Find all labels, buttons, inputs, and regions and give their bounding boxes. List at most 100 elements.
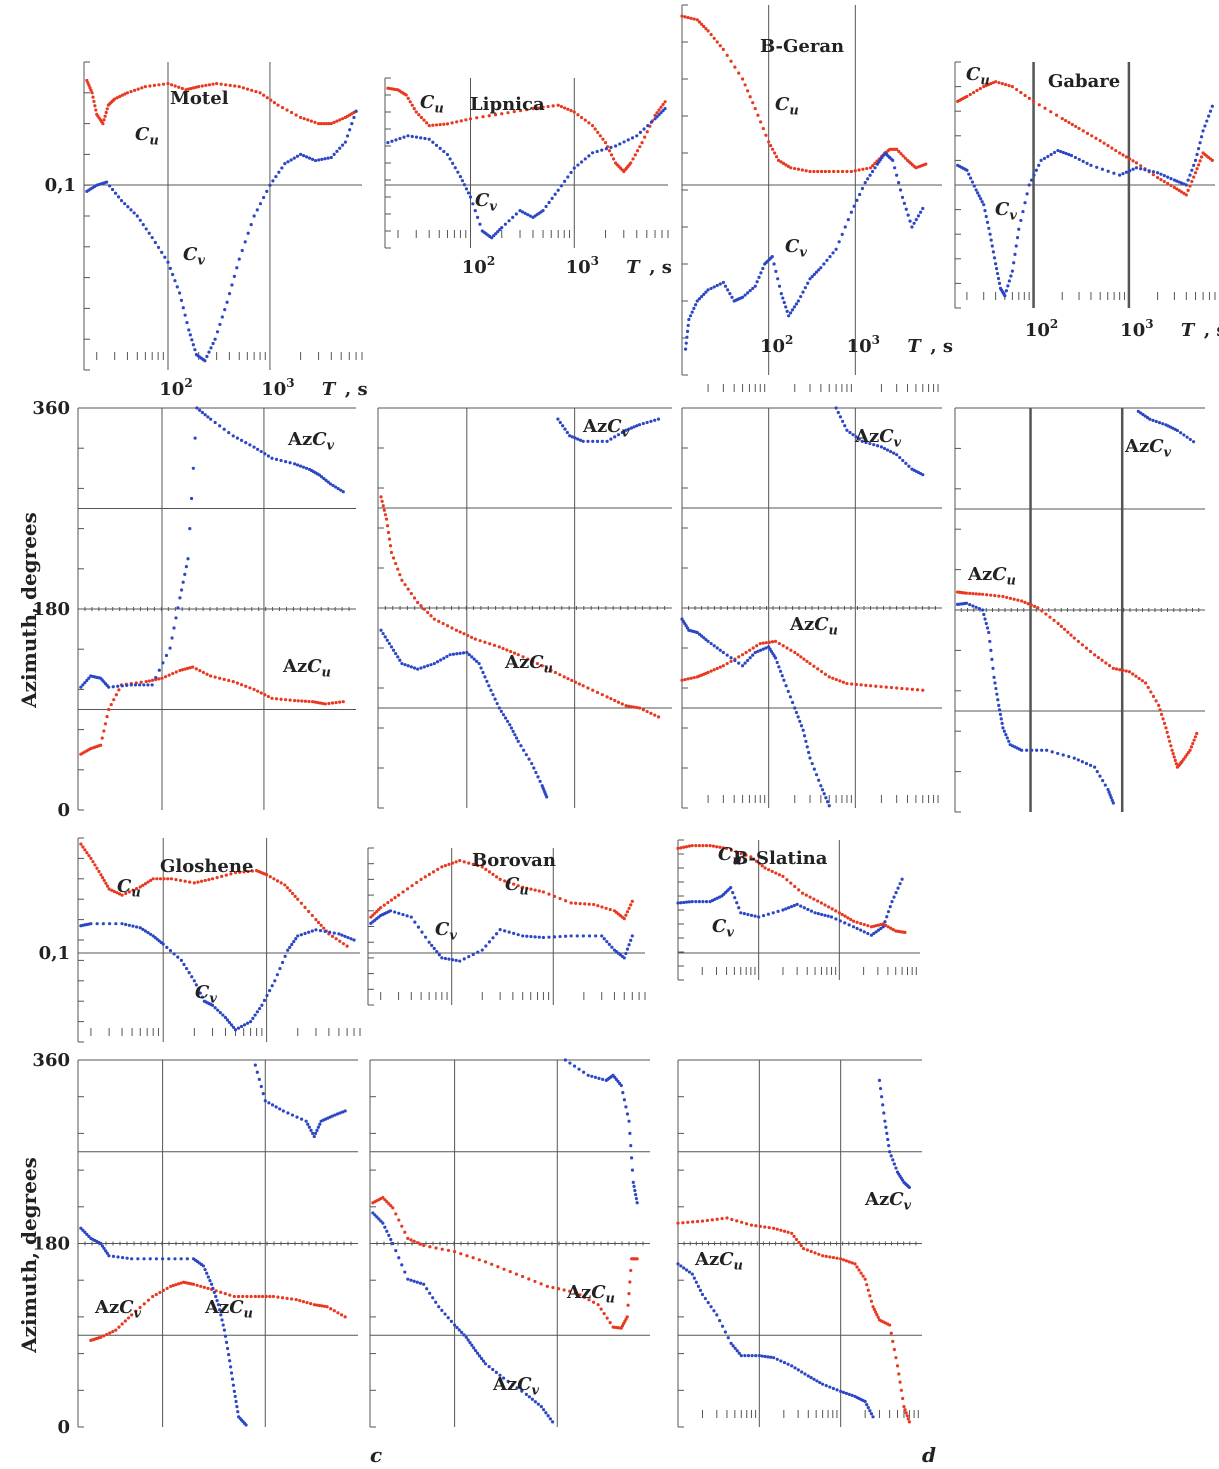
point-AzCv — [79, 685, 83, 689]
point-AzCv — [466, 1338, 470, 1342]
point-AzCv — [696, 1284, 701, 1288]
point-Cu — [306, 118, 310, 122]
point-AzCv — [379, 1219, 383, 1223]
point-Cv — [1195, 152, 1199, 157]
point-Cv — [1124, 170, 1128, 174]
point-Cv — [232, 274, 236, 278]
point-Cv — [607, 942, 611, 946]
point-Cv — [490, 236, 494, 240]
point-Cu — [303, 905, 307, 909]
point-Cv — [789, 905, 794, 909]
point-Cv — [742, 912, 746, 916]
point-AzCu — [174, 1283, 178, 1287]
point-AzCu — [176, 1282, 181, 1286]
point-AzCv — [632, 425, 636, 429]
point-Cv — [323, 929, 327, 934]
point-Cv — [876, 928, 881, 932]
point-Cu — [793, 884, 797, 889]
point-Cu — [246, 869, 250, 874]
point-AzCv — [1098, 774, 1102, 778]
point-Cv — [146, 931, 150, 935]
point-AzCv — [483, 675, 487, 679]
point-Cv — [332, 152, 336, 156]
point-AzCv — [391, 648, 396, 652]
point-AzCu — [691, 1220, 695, 1224]
point-Cv — [737, 906, 741, 910]
point-Cu — [229, 872, 233, 876]
point-AzCv — [336, 487, 340, 491]
point-Cv — [855, 198, 859, 202]
point-Cu — [88, 86, 92, 90]
point-AzCv — [633, 1188, 637, 1193]
point-Cu — [203, 878, 207, 883]
point-AzCv — [167, 1257, 171, 1261]
point-Cu — [254, 89, 258, 94]
point-Cv — [521, 210, 525, 214]
point-Cv — [646, 124, 650, 128]
point-Cv — [216, 1008, 220, 1012]
point-Cu — [830, 907, 834, 911]
point-Cv — [590, 151, 595, 155]
point-AzCv — [527, 757, 531, 761]
point-AzCv — [891, 1158, 895, 1162]
point-AzCv — [637, 423, 642, 427]
point-AzCv — [871, 1415, 875, 1419]
point-Cu — [756, 113, 760, 117]
point-AzCu — [737, 655, 741, 659]
point-Cv — [1007, 279, 1011, 283]
point-AzCv — [834, 406, 838, 410]
point-Cu — [296, 897, 300, 901]
point-AzCv — [244, 1423, 248, 1427]
point-Cv — [697, 297, 702, 301]
point-Cv — [600, 148, 604, 152]
point-AzCv — [836, 410, 840, 415]
point-Cv — [255, 1010, 259, 1014]
point-Cv — [635, 134, 639, 138]
point-Cu — [1054, 113, 1059, 117]
point-Cu — [739, 851, 743, 856]
point-Cu — [245, 87, 250, 91]
point-Cv — [262, 998, 267, 1002]
point-Cu — [125, 91, 130, 95]
point-AzCu — [440, 1247, 444, 1251]
point-AzCv — [343, 1109, 347, 1113]
point-Cv — [770, 255, 774, 259]
point-Cv — [352, 938, 356, 942]
point-AzCu — [327, 701, 331, 706]
point-AzCv — [731, 1344, 735, 1348]
point-AzCv — [814, 773, 819, 777]
point-Cv — [795, 902, 799, 907]
series-label-cv: Cv — [435, 919, 457, 944]
point-Cu — [1085, 131, 1090, 135]
point-AzCu — [188, 666, 192, 670]
point-Cv — [1139, 167, 1143, 171]
point-Cv — [792, 903, 796, 908]
point-Cv — [292, 156, 296, 160]
point-AzCv — [715, 1313, 719, 1317]
point-AzCv — [279, 458, 283, 463]
point-Cu — [629, 903, 633, 907]
point-Cu — [157, 83, 161, 87]
point-Cv — [468, 195, 473, 199]
point-AzCv — [743, 1354, 747, 1358]
point-AzCv — [229, 1365, 233, 1369]
point-AzCv — [743, 661, 747, 665]
point-AzCu — [1023, 600, 1027, 604]
point-Cv — [851, 925, 856, 929]
point-Cu — [800, 891, 805, 895]
point-AzCu — [478, 639, 482, 643]
point-AzCv — [472, 657, 476, 661]
point-AzCu — [274, 697, 279, 701]
point-AzCu — [473, 637, 477, 641]
point-Cv — [774, 269, 778, 273]
point-Cu — [823, 903, 827, 907]
point-AzCu — [872, 1307, 876, 1311]
point-AzCu — [103, 722, 108, 726]
point-AzCv — [452, 1323, 457, 1327]
point-AzCu — [490, 1262, 494, 1266]
point-Cv — [1106, 169, 1110, 173]
point-Cv — [314, 928, 318, 932]
point-AzCv — [754, 1354, 758, 1358]
